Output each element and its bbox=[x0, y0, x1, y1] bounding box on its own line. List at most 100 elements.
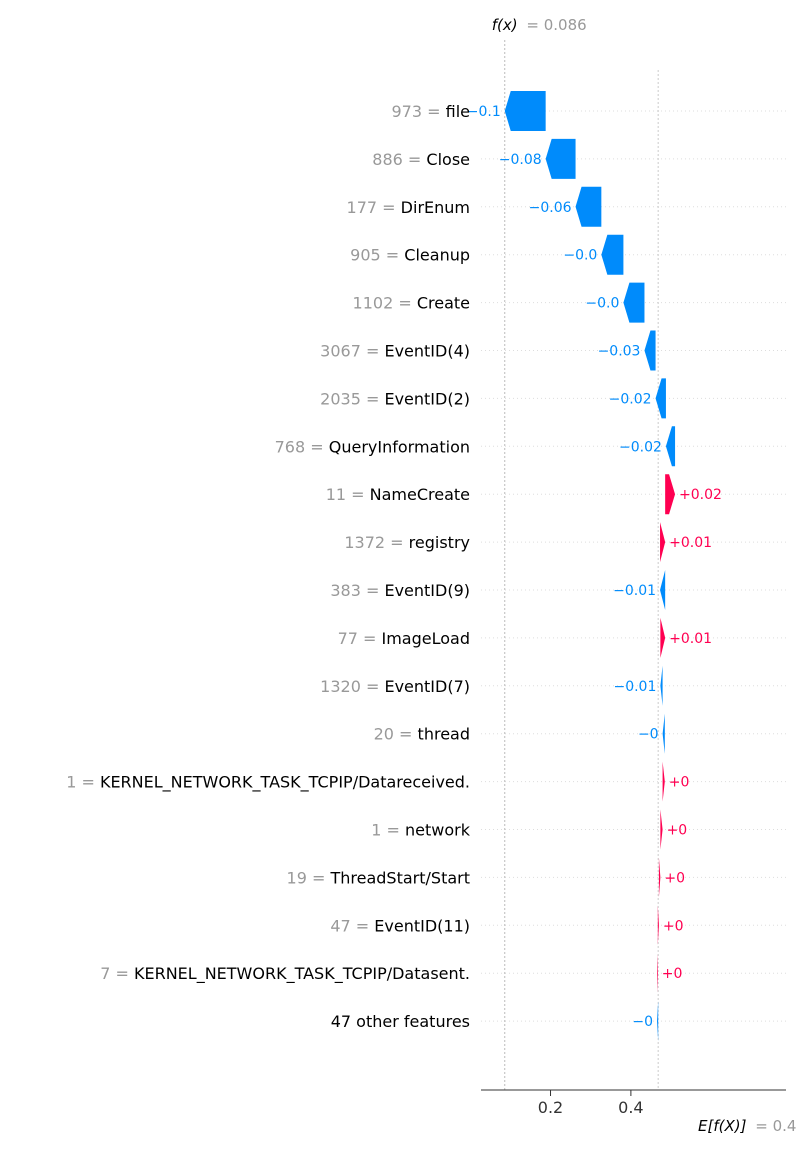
bar-value-label: −0.02 bbox=[619, 439, 662, 455]
x-axis: 0.2 0.4 bbox=[481, 1089, 786, 1117]
negative-bar bbox=[655, 378, 666, 419]
equals-sign: = bbox=[385, 533, 409, 552]
feature-value: 1 bbox=[371, 821, 381, 840]
feature-name: EventID(7) bbox=[384, 677, 470, 696]
feature-label: 973 = file bbox=[392, 102, 471, 121]
positive-bar bbox=[657, 905, 659, 946]
bar-value-label: −0.02 bbox=[609, 391, 652, 407]
positive-bar bbox=[657, 953, 658, 994]
feature-value: 1320 bbox=[320, 677, 361, 696]
equals-sign: = bbox=[422, 102, 446, 121]
negative-bar bbox=[657, 1001, 659, 1042]
feature-label: 20 = thread bbox=[374, 725, 470, 744]
positive-bar bbox=[662, 761, 665, 802]
efx-label: E[f(X)] bbox=[698, 1117, 747, 1135]
fx-label: f(x) bbox=[492, 16, 518, 34]
feature-value: 47 bbox=[330, 916, 350, 935]
x-tick-label: 0.2 bbox=[538, 1098, 563, 1117]
bar-value-label: +0.01 bbox=[669, 631, 712, 647]
efx-annotation: E[f(X)] = 0.4 bbox=[698, 1117, 796, 1135]
feature-value: 886 bbox=[372, 150, 403, 169]
feature-value: 383 bbox=[330, 581, 361, 600]
feature-value: 768 bbox=[275, 437, 306, 456]
negative-bar bbox=[660, 570, 666, 610]
bar-value-label: −0.0 bbox=[563, 248, 597, 264]
feature-name: Cleanup bbox=[404, 246, 470, 265]
positive-bar bbox=[660, 617, 666, 658]
efx-value: = 0.4 bbox=[755, 1117, 796, 1135]
bar-value-label: +0 bbox=[664, 870, 685, 886]
feature-value: 7 bbox=[100, 964, 110, 983]
bar-value-label: −0.1 bbox=[467, 104, 501, 120]
negative-bar bbox=[575, 186, 602, 227]
feature-value: 177 bbox=[347, 198, 378, 217]
equals-sign: = bbox=[361, 581, 385, 600]
feature-value: 11 bbox=[326, 485, 346, 504]
feature-labels: 973 = file 886 = Close 177 = DirEnum 905 = … bbox=[66, 102, 471, 1031]
bar-value-label: +0.01 bbox=[669, 535, 712, 551]
bar-value-label: −0.08 bbox=[499, 152, 542, 168]
fx-value: = 0.086 bbox=[526, 16, 586, 34]
feature-label: 177 = DirEnum bbox=[347, 198, 470, 217]
feature-label: 1 = network bbox=[371, 821, 470, 840]
feature-value: 3067 bbox=[320, 342, 361, 361]
equals-sign: = bbox=[361, 677, 385, 696]
feature-name: EventID(9) bbox=[384, 581, 470, 600]
x-tick-label: 0.4 bbox=[618, 1098, 643, 1117]
feature-label: 2035 = EventID(2) bbox=[320, 389, 470, 408]
feature-value: 19 bbox=[287, 868, 307, 887]
bar-value-label: +0 bbox=[663, 918, 684, 934]
fx-annotation: f(x) = 0.086 bbox=[492, 16, 587, 34]
feature-label: 7 = KERNEL_NETWORK_TASK_TCPIP/Datasent. bbox=[100, 964, 470, 984]
feature-value: 2035 bbox=[320, 389, 361, 408]
negative-bar bbox=[504, 91, 546, 131]
feature-label: 905 = Cleanup bbox=[350, 246, 470, 265]
feature-value: 1102 bbox=[353, 294, 394, 313]
feature-name: Close bbox=[426, 150, 470, 169]
feature-name: KERNEL_NETWORK_TASK_TCPIP/Datareceived. bbox=[100, 773, 470, 793]
negative-bar bbox=[623, 282, 645, 323]
positive-bar bbox=[660, 809, 663, 850]
equals-sign: = bbox=[361, 389, 385, 408]
feature-name: 47 other features bbox=[331, 1012, 470, 1031]
bar-value-label: −0 bbox=[632, 1014, 653, 1030]
equals-sign: = bbox=[351, 916, 375, 935]
feature-value: 1372 bbox=[344, 533, 385, 552]
feature-label: 11 = NameCreate bbox=[326, 485, 470, 504]
negative-bar bbox=[660, 665, 663, 706]
bar-value-label: −0.01 bbox=[613, 679, 656, 695]
feature-label: 19 = ThreadStart/Start bbox=[287, 868, 470, 887]
positive-bar bbox=[665, 474, 676, 515]
bar-value-label: +0 bbox=[662, 966, 683, 982]
equals-sign: = bbox=[381, 821, 405, 840]
feature-name: file bbox=[446, 102, 470, 121]
feature-name: Create bbox=[417, 294, 470, 313]
equals-sign: = bbox=[361, 342, 385, 361]
feature-label: 47 = EventID(11) bbox=[330, 916, 470, 935]
bar-value-label: −0.0 bbox=[585, 296, 619, 312]
feature-label: 383 = EventID(9) bbox=[330, 581, 470, 600]
feature-name: KERNEL_NETWORK_TASK_TCPIP/Datasent. bbox=[134, 964, 470, 984]
feature-value: 905 bbox=[350, 246, 381, 265]
equals-sign: = bbox=[358, 629, 382, 648]
equals-sign: = bbox=[110, 964, 134, 983]
feature-label: 1320 = EventID(7) bbox=[320, 677, 470, 696]
feature-label: 1 = KERNEL_NETWORK_TASK_TCPIP/Datareceiv… bbox=[66, 773, 470, 793]
bar-value-label: −0.01 bbox=[613, 583, 656, 599]
feature-name: ThreadStart/Start bbox=[329, 868, 470, 887]
equals-sign: = bbox=[76, 773, 100, 792]
feature-label: 3067 = EventID(4) bbox=[320, 342, 470, 361]
equals-sign: = bbox=[307, 868, 331, 887]
equals-sign: = bbox=[346, 485, 370, 504]
negative-bar bbox=[601, 234, 624, 275]
feature-name: EventID(2) bbox=[384, 389, 470, 408]
feature-label: 768 = QueryInformation bbox=[275, 437, 470, 456]
positive-bar bbox=[660, 522, 666, 563]
negative-bar bbox=[545, 138, 576, 179]
feature-label: 1102 = Create bbox=[353, 294, 470, 313]
bar-value-label: −0 bbox=[638, 727, 659, 743]
feature-label: 1372 = registry bbox=[344, 533, 470, 552]
feature-label: 47 other features bbox=[331, 1012, 470, 1031]
feature-name: ImageLoad bbox=[382, 629, 471, 648]
